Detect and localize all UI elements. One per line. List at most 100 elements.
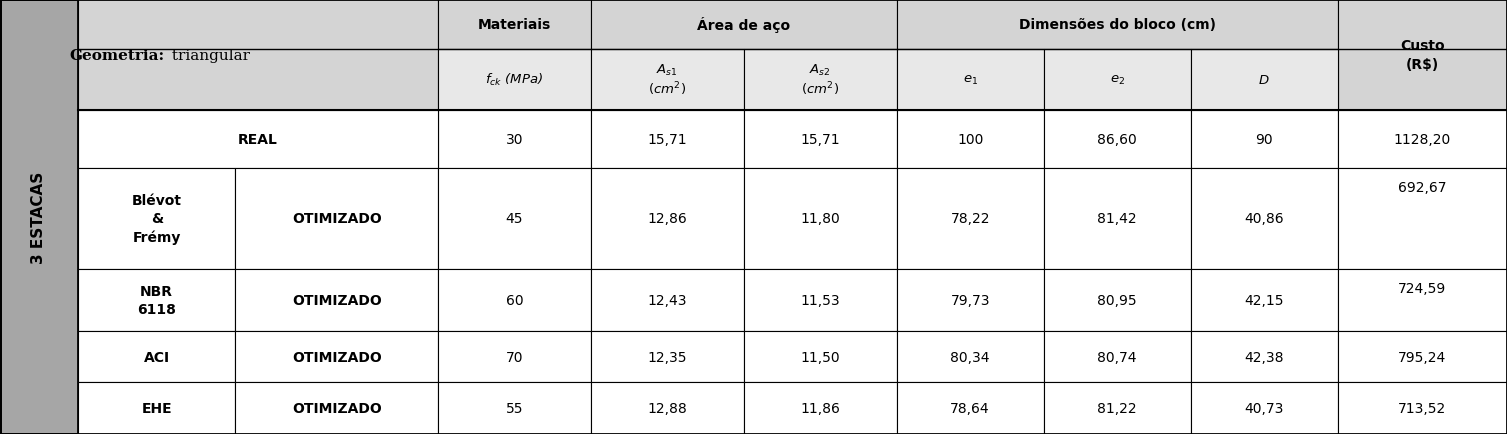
Bar	[439, 382, 591, 434]
Text: $D$: $D$	[1258, 74, 1270, 87]
Bar	[744, 49, 897, 111]
Text: 80,74: 80,74	[1097, 350, 1136, 364]
Text: 12,86: 12,86	[648, 212, 687, 226]
Bar	[591, 270, 744, 331]
Bar	[0, 0, 78, 434]
Bar	[1191, 49, 1338, 111]
Text: $e_1$: $e_1$	[963, 74, 978, 87]
Text: 40,86: 40,86	[1245, 212, 1284, 226]
Text: OTIMIZADO: OTIMIZADO	[292, 350, 381, 364]
Bar	[1338, 270, 1507, 331]
Bar	[439, 111, 591, 168]
Bar	[1338, 382, 1507, 434]
Bar	[78, 111, 235, 168]
Bar	[78, 168, 235, 270]
Text: 30: 30	[505, 133, 523, 147]
Bar	[78, 270, 235, 331]
Bar	[235, 270, 439, 331]
Bar	[1044, 382, 1191, 434]
Bar	[1191, 331, 1338, 382]
Bar	[897, 49, 1044, 111]
Bar	[235, 331, 439, 382]
Bar	[78, 382, 235, 434]
Bar	[439, 270, 591, 331]
Bar	[897, 270, 1044, 331]
Bar	[1338, 331, 1507, 382]
Text: 12,88: 12,88	[648, 401, 687, 415]
Bar	[235, 111, 439, 168]
Text: 81,22: 81,22	[1097, 401, 1136, 415]
Text: EHE: EHE	[142, 401, 172, 415]
Bar	[1338, 0, 1507, 111]
Text: 78,22: 78,22	[951, 212, 990, 226]
Bar	[1191, 270, 1338, 331]
Bar	[744, 382, 897, 434]
Text: 60: 60	[505, 293, 523, 307]
Text: Materiais: Materiais	[478, 18, 552, 32]
Bar	[897, 0, 1338, 49]
Text: 79,73: 79,73	[951, 293, 990, 307]
Bar	[1338, 168, 1507, 270]
Bar	[78, 0, 439, 111]
Text: 12,43: 12,43	[648, 293, 687, 307]
Bar	[744, 270, 897, 331]
Bar	[439, 168, 591, 270]
Text: triangular: triangular	[167, 49, 250, 62]
Text: 692,67: 692,67	[1398, 181, 1447, 194]
Bar	[591, 331, 744, 382]
Bar	[439, 49, 591, 111]
Bar	[78, 331, 235, 382]
Bar	[235, 382, 439, 434]
Text: 80,95: 80,95	[1097, 293, 1136, 307]
Text: 795,24: 795,24	[1398, 350, 1447, 364]
Text: 11,86: 11,86	[800, 401, 841, 415]
Bar	[78, 111, 439, 168]
Text: 713,52: 713,52	[1398, 401, 1447, 415]
Text: 90: 90	[1255, 133, 1273, 147]
Bar	[744, 111, 897, 168]
Bar	[591, 168, 744, 270]
Text: 86,60: 86,60	[1097, 133, 1136, 147]
Text: 11,50: 11,50	[800, 350, 839, 364]
Bar	[1044, 111, 1191, 168]
Text: OTIMIZADO: OTIMIZADO	[292, 293, 381, 307]
Text: $A_{s1}$
$(cm^2)$: $A_{s1}$ $(cm^2)$	[648, 62, 686, 98]
Bar	[897, 111, 1044, 168]
Text: 1128,20: 1128,20	[1394, 133, 1451, 147]
Bar	[591, 0, 897, 49]
Text: 724,59: 724,59	[1398, 282, 1447, 296]
Text: Dimensões do bloco (cm): Dimensões do bloco (cm)	[1019, 18, 1216, 32]
Bar	[591, 111, 744, 168]
Text: $f_{ck}$ (MPa): $f_{ck}$ (MPa)	[485, 72, 544, 88]
Text: 81,42: 81,42	[1097, 212, 1136, 226]
Text: 42,38: 42,38	[1245, 350, 1284, 364]
Bar	[1338, 111, 1507, 168]
Text: 100: 100	[957, 133, 984, 147]
Bar	[1191, 382, 1338, 434]
Bar	[439, 331, 591, 382]
Bar	[591, 49, 744, 111]
Text: REAL: REAL	[238, 133, 277, 147]
Bar	[439, 0, 591, 49]
Bar	[1191, 168, 1338, 270]
Bar	[1044, 270, 1191, 331]
Text: 12,35: 12,35	[648, 350, 687, 364]
Text: $A_{s2}$
$(cm^2)$: $A_{s2}$ $(cm^2)$	[802, 62, 839, 98]
Text: 70: 70	[505, 350, 523, 364]
Bar	[591, 382, 744, 434]
Bar	[1191, 111, 1338, 168]
Text: 40,73: 40,73	[1245, 401, 1284, 415]
Bar	[897, 382, 1044, 434]
Text: Custo
(R$): Custo (R$)	[1400, 39, 1445, 72]
Bar	[744, 168, 897, 270]
Text: 55: 55	[505, 401, 523, 415]
Text: 80,34: 80,34	[951, 350, 990, 364]
Text: $e_2$: $e_2$	[1109, 74, 1124, 87]
Text: 15,71: 15,71	[800, 133, 839, 147]
Bar	[1044, 331, 1191, 382]
Text: OTIMIZADO: OTIMIZADO	[292, 212, 381, 226]
Text: 45: 45	[505, 212, 523, 226]
Text: 42,15: 42,15	[1245, 293, 1284, 307]
Bar	[1044, 49, 1191, 111]
Text: 3 ESTACAS: 3 ESTACAS	[32, 171, 47, 263]
